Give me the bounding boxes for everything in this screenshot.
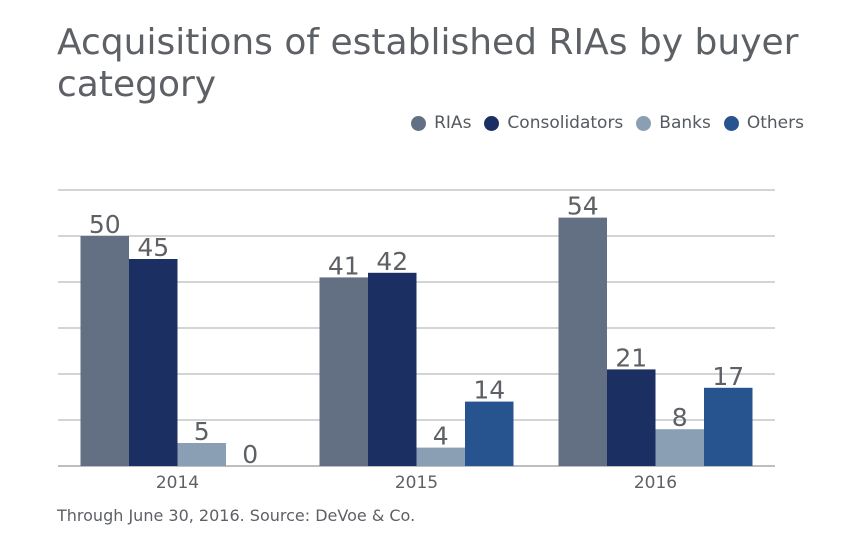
legend-item-rias: RIAs xyxy=(411,113,471,133)
data-label: 4 xyxy=(433,422,449,451)
bar-others-2016 xyxy=(704,387,753,466)
bar-rias-2015 xyxy=(319,277,368,466)
bar-rias-2014 xyxy=(80,236,129,466)
x-tick-label: 2016 xyxy=(634,473,677,493)
bar-consolidators-2014 xyxy=(129,259,178,466)
source-note: Through June 30, 2016. Source: DeVoe & C… xyxy=(57,506,416,525)
data-label: 0 xyxy=(242,440,258,469)
bar-consolidators-2015 xyxy=(368,272,417,466)
legend-swatch xyxy=(636,115,652,131)
bar-banks-2015 xyxy=(416,447,465,466)
bar-banks-2014 xyxy=(177,443,226,466)
data-label: 14 xyxy=(473,376,505,405)
legend-item-consolidators: Consolidators xyxy=(484,113,623,133)
data-label: 17 xyxy=(712,362,744,391)
legend-label: Consolidators xyxy=(507,113,624,133)
legend-label: RIAs xyxy=(434,113,472,133)
data-label: 41 xyxy=(328,251,360,280)
legend-swatch xyxy=(411,115,427,131)
data-label: 45 xyxy=(137,233,169,262)
legend: RIAs Consolidators Banks Others xyxy=(398,113,804,133)
bar-rias-2016 xyxy=(558,217,607,466)
chart-title: Acquisitions of established RIAs by buye… xyxy=(57,22,799,105)
data-label: 8 xyxy=(672,403,688,432)
legend-swatch xyxy=(484,115,500,131)
legend-swatch xyxy=(723,115,739,131)
data-label: 21 xyxy=(615,343,647,372)
x-tick-label: 2015 xyxy=(395,473,438,493)
legend-item-banks: Banks xyxy=(636,113,711,133)
data-label: 5 xyxy=(194,417,210,446)
data-label: 42 xyxy=(376,247,408,276)
bar-banks-2016 xyxy=(655,429,704,466)
legend-label: Others xyxy=(746,113,804,133)
data-label: 54 xyxy=(567,192,599,221)
legend-item-others: Others xyxy=(723,113,804,133)
data-label: 50 xyxy=(89,210,121,239)
legend-label: Banks xyxy=(659,113,711,133)
bar-consolidators-2016 xyxy=(607,369,656,466)
x-tick-label: 2014 xyxy=(156,473,199,493)
bar-others-2015 xyxy=(465,401,514,466)
